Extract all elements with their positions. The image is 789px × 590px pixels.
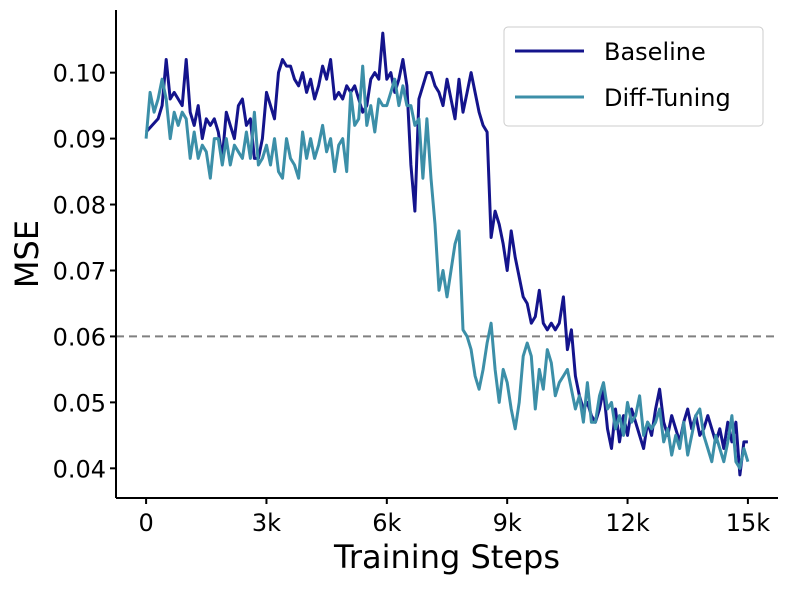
x-tick-label: 6k [372, 509, 401, 537]
x-tick-label: 15k [726, 509, 771, 537]
legend-label-diff-tuning: Diff-Tuning [604, 84, 731, 112]
y-tick-label: 0.05 [53, 389, 106, 417]
x-tick-label: 0 [138, 509, 153, 537]
y-tick-label: 0.09 [53, 126, 106, 154]
legend: Baseline Diff-Tuning [503, 26, 764, 127]
axes-layer [115, 10, 778, 499]
y-axis-title: MSE [8, 220, 46, 288]
y-tick-label: 0.07 [53, 257, 106, 285]
x-axis-title: Training Steps [333, 538, 560, 576]
legend-label-baseline: Baseline [604, 38, 706, 66]
y-tick-label: 0.10 [53, 60, 106, 88]
x-tick-label: 9k [493, 509, 522, 537]
x-axis-ticks: 0 3k 6k 9k 12k 15k [138, 498, 770, 537]
series-layer [144, 31, 750, 477]
y-tick-label: 0.08 [53, 192, 106, 220]
y-tick-label: 0.06 [53, 323, 106, 351]
series-line-diff-tuning [144, 64, 750, 470]
x-tick-label: 3k [252, 509, 281, 537]
x-tick-label: 12k [605, 509, 650, 537]
y-axis-ticks: 0.04 0.05 0.06 0.07 0.08 0.09 0.10 [53, 60, 116, 483]
y-tick-label: 0.04 [53, 455, 106, 483]
